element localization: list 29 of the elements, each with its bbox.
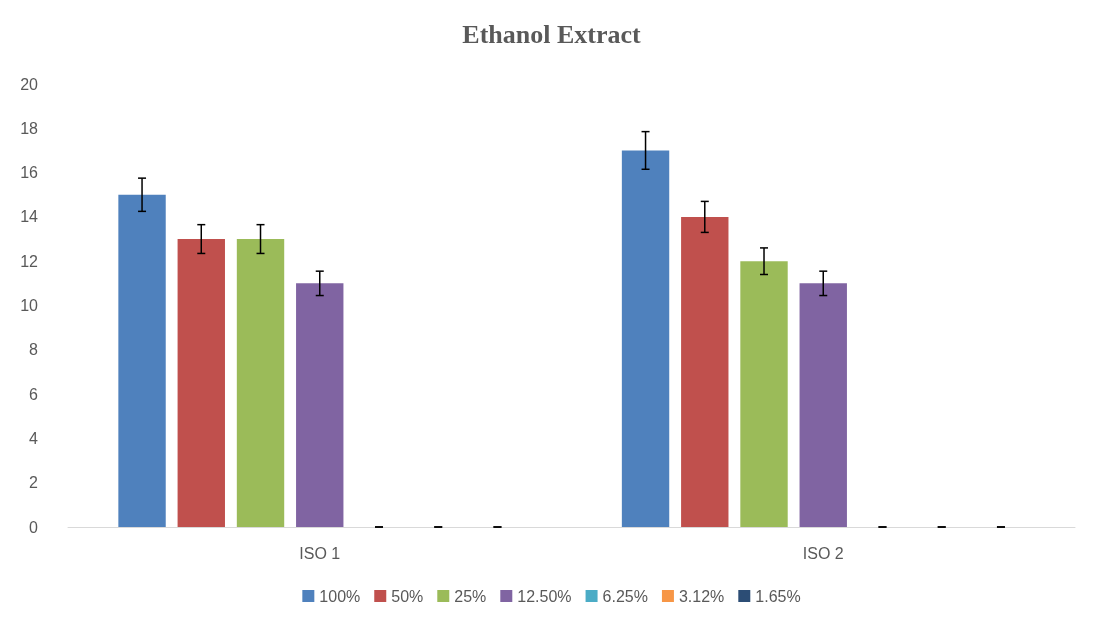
bar [296, 283, 344, 527]
legend-label: 100% [319, 587, 361, 605]
y-tick-label: 10 [20, 297, 39, 314]
y-tick-label: 20 [20, 75, 39, 93]
bar [621, 150, 670, 527]
y-tick-label: 12 [20, 252, 39, 270]
bar [799, 283, 847, 527]
y-tick-label: 16 [20, 164, 39, 182]
legend-label: 50% [391, 587, 424, 605]
legend-label: 12.50% [517, 587, 572, 605]
bar [177, 239, 225, 527]
y-tick-label: 2 [29, 474, 39, 492]
x-tick-label: ISO 1 [299, 544, 341, 562]
legend-label: 25% [454, 587, 487, 605]
legend-label: 3.12% [678, 587, 725, 605]
y-tick-label: 0 [29, 518, 39, 536]
y-tick-label: 8 [29, 341, 39, 359]
x-tick-label: ISO 2 [802, 544, 844, 562]
bar [681, 216, 729, 527]
y-tick-label: 6 [29, 385, 39, 403]
y-tick-label: 4 [29, 429, 39, 447]
bar [740, 261, 788, 527]
y-tick-label: 14 [20, 208, 39, 226]
y-tick-label: 18 [20, 119, 39, 137]
bar [236, 239, 285, 527]
legend-label: 6.25% [602, 587, 648, 605]
legend-label: 1.65% [755, 587, 801, 605]
bar [118, 194, 166, 527]
chart-title: Ethanol Extract [462, 19, 642, 49]
